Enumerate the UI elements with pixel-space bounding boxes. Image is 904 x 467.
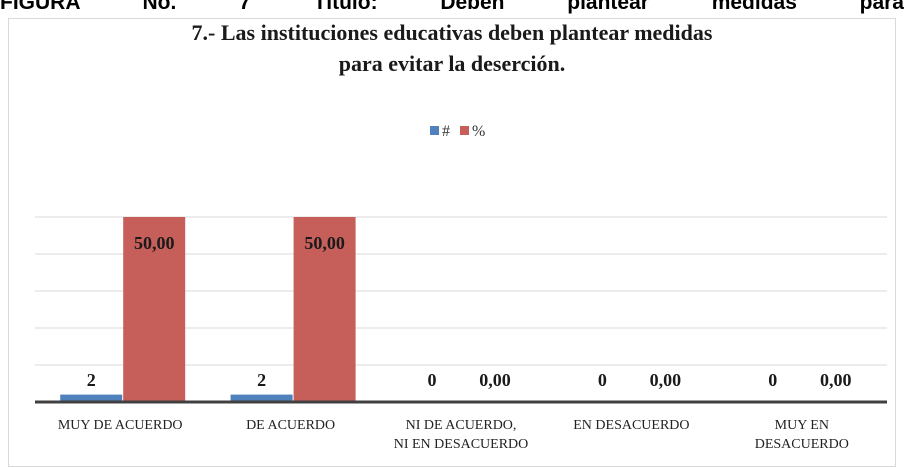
bar — [293, 217, 356, 402]
data-label: 50,00 — [134, 233, 175, 253]
data-label: 0,00 — [479, 370, 511, 390]
x-tick-label: MUY DE ACUERDO — [57, 418, 183, 433]
bar — [230, 394, 293, 402]
data-label: 0,00 — [650, 370, 682, 390]
x-tick-label: DE ACUERDO — [246, 418, 336, 433]
bar — [60, 394, 123, 402]
data-label: 0 — [768, 370, 777, 390]
data-label: 0 — [428, 370, 437, 390]
x-tick-label: EN DESACUERDO — [573, 418, 690, 433]
legend-swatch — [460, 126, 469, 135]
chart-title: 7.- Las instituciones educativas deben p… — [191, 20, 713, 76]
data-label: 50,00 — [304, 233, 345, 253]
bar — [123, 217, 186, 402]
legend: #% — [430, 123, 485, 140]
legend-label: % — [472, 123, 485, 140]
x-tick-label: MUY EN DESACUERDO — [754, 418, 849, 452]
legend-label: # — [442, 123, 450, 140]
x-tick-label: NI DE ACUERDO, NI EN DESACUERDO — [393, 418, 529, 452]
data-label: 2 — [87, 370, 96, 390]
data-label: 0 — [598, 370, 607, 390]
data-label: 2 — [257, 370, 266, 390]
figure-header: FIGURA No. 7 Título: Deben plantear medi… — [0, 0, 904, 14]
legend-swatch — [430, 126, 439, 135]
data-label: 0,00 — [820, 370, 852, 390]
